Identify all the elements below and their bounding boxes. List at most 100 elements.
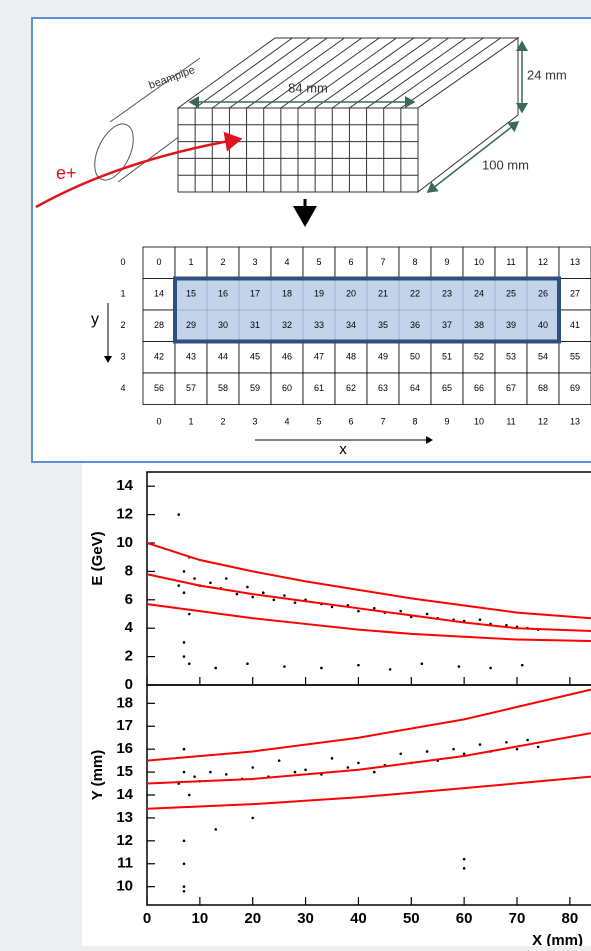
y-tick-label: 12 xyxy=(116,506,133,523)
plot-background xyxy=(82,462,591,946)
figure: beampipe 84 mm 24 mm 100 mm e+ 012345678… xyxy=(0,0,591,946)
cell-number: 39 xyxy=(506,320,516,330)
cell-number: 29 xyxy=(186,320,196,330)
cell-number: 63 xyxy=(378,383,388,393)
cell-number: 0 xyxy=(156,257,161,267)
y-tick-label: 11 xyxy=(117,855,133,872)
height-label: 24 mm xyxy=(527,67,567,82)
point xyxy=(389,668,392,671)
y-tick-label: 2 xyxy=(125,648,133,665)
point xyxy=(463,867,466,870)
y-axis-title: E (GeV) xyxy=(89,531,106,585)
point xyxy=(357,762,360,765)
column-label: 3 xyxy=(252,416,257,426)
cell-number: 6 xyxy=(348,257,353,267)
cell-number: 31 xyxy=(250,320,260,330)
point xyxy=(463,858,466,861)
cell-number: 4 xyxy=(284,257,289,267)
cell-number: 16 xyxy=(218,289,228,299)
cell-number: 37 xyxy=(442,320,452,330)
x-tick-label: 20 xyxy=(244,910,261,927)
cell-number: 3 xyxy=(252,257,257,267)
point xyxy=(193,577,196,580)
cell-number: 43 xyxy=(186,352,196,362)
x-tick-label: 40 xyxy=(350,910,367,927)
point xyxy=(458,665,461,668)
cell-number: 23 xyxy=(442,289,452,299)
cell-number: 51 xyxy=(442,352,452,362)
row-label: 1 xyxy=(120,289,125,299)
cell-number: 7 xyxy=(380,257,385,267)
cell-number: 12 xyxy=(538,257,548,267)
point xyxy=(421,662,424,665)
point xyxy=(283,594,286,597)
column-label: 5 xyxy=(316,416,321,426)
cell-number: 38 xyxy=(474,320,484,330)
cell-number: 65 xyxy=(442,383,452,393)
point xyxy=(183,641,186,644)
x-label: x xyxy=(339,441,347,458)
cell-number: 18 xyxy=(282,289,292,299)
column-label: 12 xyxy=(538,416,548,426)
cell-number: 50 xyxy=(410,352,420,362)
point xyxy=(209,581,212,584)
cell-number: 40 xyxy=(538,320,548,330)
point xyxy=(214,667,217,670)
cell-number: 57 xyxy=(186,383,196,393)
column-label: 11 xyxy=(506,416,515,426)
point xyxy=(183,591,186,594)
cell-number: 47 xyxy=(314,352,324,362)
point xyxy=(262,591,265,594)
cell-number: 69 xyxy=(570,383,580,393)
point xyxy=(426,750,429,753)
cell-number: 67 xyxy=(506,383,516,393)
y-tick-label: 0 xyxy=(125,676,133,693)
point xyxy=(373,607,376,610)
x-tick-label: 80 xyxy=(562,910,579,927)
point xyxy=(273,599,276,602)
cell-number: 46 xyxy=(282,352,292,362)
y-axis-title: Y (mm) xyxy=(89,750,106,801)
row-label: 0 xyxy=(120,257,125,267)
cell-number: 53 xyxy=(506,352,516,362)
point xyxy=(251,817,254,820)
cell-number: 1 xyxy=(188,257,193,267)
point xyxy=(183,748,186,751)
y-tick-label: 16 xyxy=(116,740,133,757)
cell-number: 48 xyxy=(346,352,356,362)
point xyxy=(188,662,191,665)
cell-number: 8 xyxy=(412,257,417,267)
point xyxy=(183,890,186,893)
cell-number: 19 xyxy=(314,289,324,299)
point xyxy=(526,739,529,742)
point xyxy=(521,664,524,667)
point xyxy=(183,570,186,573)
x-tick-label: 50 xyxy=(403,910,420,927)
row-label: 4 xyxy=(120,383,125,393)
cell-number: 68 xyxy=(538,383,548,393)
y-tick-label: 10 xyxy=(116,878,133,895)
point xyxy=(399,610,402,613)
point xyxy=(214,828,217,831)
cell-number: 56 xyxy=(154,383,164,393)
point xyxy=(225,773,228,776)
point xyxy=(177,513,180,516)
cell-number: 24 xyxy=(474,289,484,299)
point xyxy=(304,768,307,771)
point xyxy=(183,840,186,843)
cell-number: 26 xyxy=(538,289,548,299)
cell-number: 11 xyxy=(506,257,515,267)
point xyxy=(294,601,297,604)
column-label: 8 xyxy=(412,416,417,426)
x-axis-title: X (mm) xyxy=(532,932,583,946)
point xyxy=(246,662,249,665)
column-label: 13 xyxy=(570,416,580,426)
cell-number: 5 xyxy=(316,257,321,267)
point xyxy=(251,766,254,769)
column-label: 2 xyxy=(220,416,225,426)
y-label: y xyxy=(91,311,99,328)
highlight-region xyxy=(175,279,559,342)
point xyxy=(278,759,281,762)
row-label: 3 xyxy=(120,352,125,362)
